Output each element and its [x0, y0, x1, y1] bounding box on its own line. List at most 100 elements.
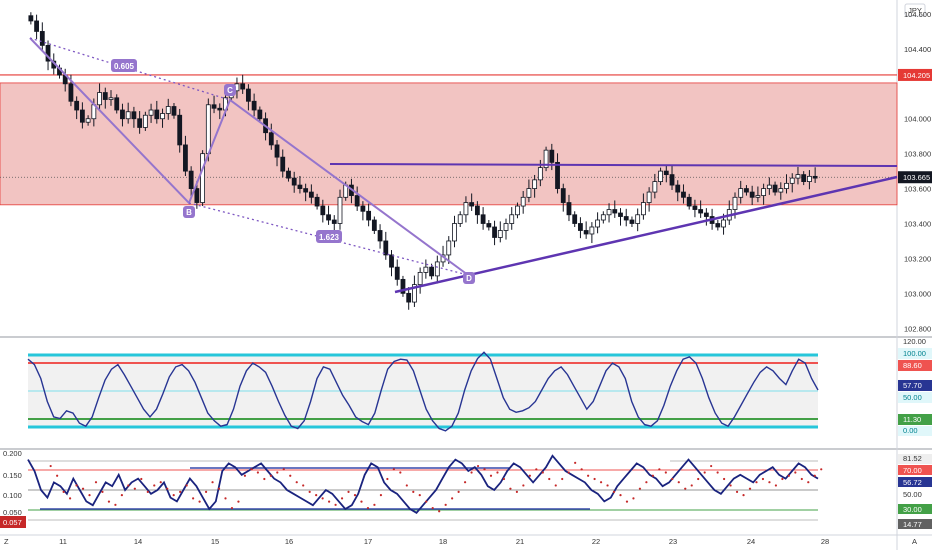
oscillator-2-dot [684, 487, 687, 490]
candle-body [303, 188, 309, 193]
candle-body [114, 97, 120, 111]
candle-body [452, 223, 457, 242]
candle-body [807, 175, 812, 182]
oscillator-2-dot [748, 487, 752, 490]
candle-body [715, 223, 721, 228]
oscillator-2-dot [308, 490, 311, 493]
oscillator-2-dot [62, 490, 65, 493]
candle-body [812, 175, 818, 179]
axis-corner-left: Z [4, 537, 9, 546]
time-tick: 18 [439, 537, 447, 546]
ind1-level-88: 88.60 [903, 361, 922, 370]
candle-body [778, 188, 784, 193]
ind2-left-value: 0.057 [3, 518, 22, 527]
candle-body [486, 223, 492, 228]
candle-body [337, 196, 343, 224]
candle-body [394, 266, 400, 280]
oscillator-2-dot [192, 497, 195, 500]
candle-body [434, 261, 440, 277]
candle-body [137, 118, 143, 128]
oscillator-2-dot [250, 468, 253, 471]
oscillator-2-dot [800, 477, 803, 481]
candle-body [801, 174, 807, 182]
oscillator-2-dot [651, 474, 654, 477]
candle-body [721, 219, 726, 228]
oscillator-2-dot [269, 474, 272, 477]
candle-body [692, 205, 698, 210]
candle-body [314, 196, 320, 207]
candle-body [68, 83, 74, 102]
point-d-label: D [466, 274, 472, 283]
ind1-level-50: 50.00 [903, 393, 922, 402]
oscillator-2-dot [282, 468, 285, 471]
candle-body [308, 191, 314, 198]
oscillator-2-dot [166, 487, 169, 490]
candle-body [480, 214, 486, 224]
candle-body [646, 191, 652, 203]
time-tick: 28 [821, 537, 829, 546]
candle-body [578, 223, 583, 231]
candle-body [177, 114, 183, 146]
oscillator-2-dot [321, 497, 324, 500]
candle-body [635, 214, 641, 224]
candle-body [749, 191, 755, 198]
candle-body [497, 230, 503, 238]
candle-body [331, 219, 337, 224]
oscillator-2-dot [49, 464, 52, 468]
ind2-top-tick: 0.200 [3, 449, 22, 458]
oscillator-2-dot [114, 503, 117, 506]
price-tick: 104.000 [904, 115, 931, 124]
price-tick: 103.400 [904, 220, 931, 229]
oscillator-2-dot [276, 471, 279, 474]
oscillator-2-dot [211, 481, 214, 484]
candle-body [280, 156, 286, 172]
candle-body [606, 209, 612, 216]
oscillator-2-dot [755, 481, 758, 484]
oscillator-2-dot [794, 471, 797, 474]
time-tick: 21 [516, 537, 524, 546]
price-tick: 104.600 [904, 10, 931, 19]
oscillator-2-dots [49, 461, 823, 513]
candle-body [251, 100, 257, 111]
candle-body [703, 212, 709, 217]
oscillator-2-dot [671, 477, 674, 481]
oscillator-2-dot [302, 484, 305, 487]
trendline-top[interactable] [329, 163, 898, 167]
oscillator-2-dot [185, 484, 188, 487]
oscillator-2-dot [405, 484, 408, 487]
candle-body [320, 205, 326, 216]
candle-body [366, 210, 372, 221]
oscillator-2-dot [133, 487, 136, 490]
oscillator-2-dot [153, 484, 156, 487]
candle-body [165, 106, 171, 114]
ind2-level-50: 50.00 [903, 490, 922, 499]
candle-body [492, 226, 497, 238]
oscillator-2-dot [120, 494, 123, 497]
oscillator-2-dot [224, 497, 227, 500]
candle-body [125, 111, 131, 120]
candle-body [686, 196, 692, 207]
oscillator-2-dot [68, 497, 72, 500]
candle-body [120, 109, 125, 120]
pattern-xabcd [29, 37, 469, 276]
price-tick: 103.600 [904, 185, 931, 194]
oscillator-2-dot [515, 490, 518, 493]
price-tick: 103.000 [904, 289, 931, 298]
candle-body [389, 254, 394, 268]
oscillator-2-dot [535, 468, 538, 471]
oscillator-2-dot [677, 481, 680, 484]
oscillator-2-dot [243, 474, 247, 477]
candle-body [669, 174, 675, 186]
oscillator-2-dot [509, 487, 512, 490]
candle-body [537, 167, 543, 181]
oscillator-2-dot [88, 494, 91, 497]
candle-body [675, 184, 681, 193]
ind1-level-11: 11.30 [903, 415, 921, 424]
ind2-level-81: 81.52 [903, 454, 922, 463]
trendline-support[interactable] [394, 175, 898, 294]
candle-body [274, 144, 280, 158]
time-tick: 11 [59, 537, 67, 546]
oscillator-panel-2 [27, 454, 823, 521]
oscillator-2-dot [489, 474, 493, 477]
price-tick: 102.800 [904, 324, 931, 333]
